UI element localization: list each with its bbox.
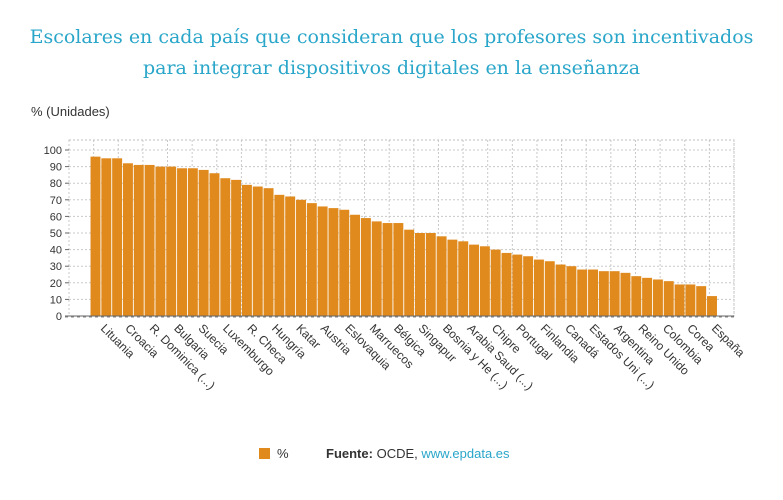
source-text: Fuente: OCDE, www.epdata.es [326, 446, 510, 461]
bar [523, 256, 534, 316]
bar [231, 179, 242, 316]
bar [101, 158, 112, 316]
bar [209, 173, 220, 316]
bar [512, 254, 523, 316]
legend-swatch [259, 448, 270, 459]
bar [220, 178, 231, 316]
bar [328, 208, 339, 316]
source-link[interactable]: www.epdata.es [421, 446, 510, 461]
bar [598, 271, 609, 316]
y-tick-label: 100 [44, 145, 62, 157]
bar [371, 221, 382, 316]
bar [663, 281, 674, 316]
chart-footer: % Fuente: OCDE, www.epdata.es [0, 444, 783, 464]
bar [317, 206, 328, 316]
y-axis-unit-label: % (Unidades) [31, 104, 110, 119]
bar [447, 239, 458, 316]
bar [501, 252, 512, 316]
bar [263, 188, 274, 316]
bar [393, 223, 404, 316]
bar [198, 169, 209, 316]
legend-label: % [277, 446, 289, 461]
y-tick-label: 10 [50, 294, 62, 306]
chart-title: Escolares en cada país que consideran qu… [29, 26, 754, 79]
y-tick-label: 60 [50, 211, 62, 223]
bar [631, 276, 642, 316]
y-tick-label: 20 [50, 278, 62, 290]
bar [588, 269, 599, 316]
bar [414, 233, 425, 316]
bar [144, 164, 155, 316]
y-tick-label: 50 [50, 228, 62, 240]
bar [458, 241, 469, 316]
bar [252, 186, 263, 316]
bar [339, 209, 350, 316]
y-tick-label: 80 [50, 178, 62, 190]
bar [187, 168, 198, 316]
y-tick-label: 30 [50, 261, 62, 273]
y-tick-label: 40 [50, 245, 62, 257]
bar [685, 284, 696, 316]
bar [274, 194, 285, 316]
bar [177, 168, 188, 316]
bar-chart: 0102030405060708090100LituaniaCroaciaR. … [44, 139, 748, 393]
bar [674, 284, 685, 316]
bar [707, 296, 717, 316]
bar [241, 184, 252, 316]
bar [360, 218, 371, 316]
bar [479, 246, 490, 316]
bar [425, 233, 436, 316]
bar [577, 269, 588, 316]
bar [490, 249, 501, 316]
bar [306, 203, 317, 316]
bar [436, 236, 447, 316]
bar [533, 259, 544, 316]
bar [133, 164, 144, 316]
bar [696, 286, 707, 316]
bar [90, 156, 101, 316]
bar [404, 229, 415, 316]
bar [566, 266, 577, 316]
bar [555, 264, 566, 316]
bar [642, 277, 653, 316]
bar [350, 214, 361, 316]
source-prefix: Fuente: [326, 446, 373, 461]
bar [469, 244, 480, 316]
bar [285, 196, 296, 316]
bar [155, 166, 166, 316]
bar [296, 199, 306, 316]
bar [382, 223, 393, 316]
bar [652, 279, 663, 316]
y-tick-label: 0 [56, 311, 62, 323]
bar [112, 158, 123, 316]
bar [609, 271, 620, 316]
bar [544, 261, 555, 316]
bar [166, 166, 177, 316]
source-org: OCDE, [376, 446, 418, 461]
y-tick-label: 70 [50, 195, 62, 207]
bar [122, 163, 133, 316]
bar [620, 272, 631, 316]
y-tick-label: 90 [50, 162, 62, 174]
